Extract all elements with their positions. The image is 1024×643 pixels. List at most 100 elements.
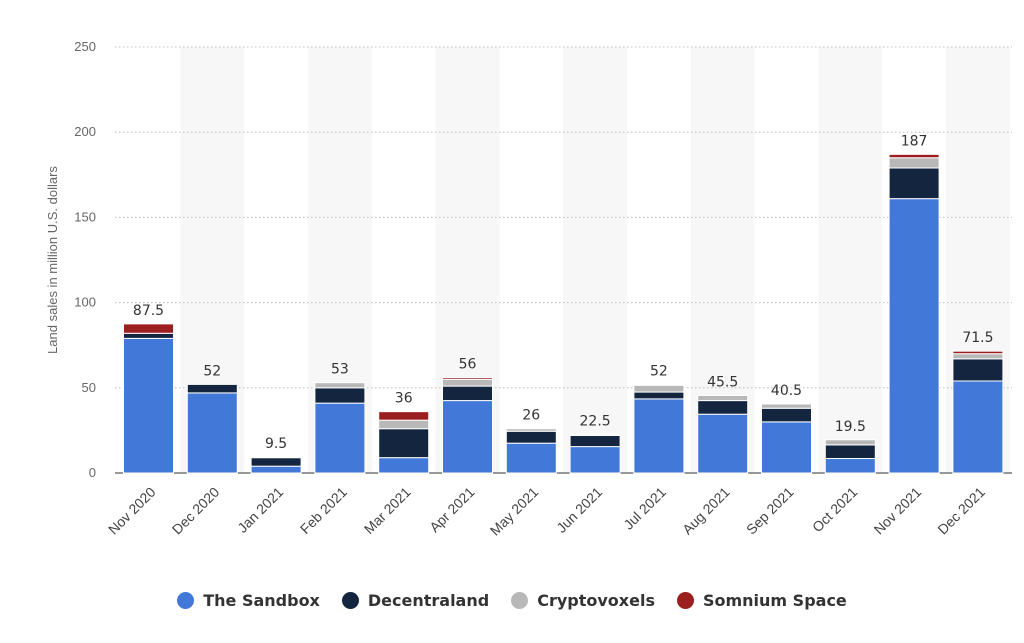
stacked-bar-chart: 0 50 100 150 200 250 87.5 52 9.5 53 36 56 26 22.5 52 4…	[45, 39, 1012, 539]
bar-segment	[314, 402, 366, 474]
bar-segment	[633, 383, 685, 386]
x-tick-label: Jun 2021	[553, 484, 605, 536]
x-tick-label: Jul 2021	[620, 484, 669, 533]
legend-item[interactable]: The Sandbox	[177, 591, 320, 610]
x-tick-label: May 2021	[487, 484, 542, 539]
bar-segment	[697, 400, 749, 415]
bar-segment	[442, 385, 493, 402]
bar-segment	[761, 421, 812, 474]
bar-segment	[442, 377, 493, 380]
x-tick-label: Dec 2021	[934, 484, 988, 538]
x-tick-label: Aug 2021	[679, 484, 733, 538]
legend-item[interactable]: Cryptovoxels	[511, 591, 655, 610]
total-label: 9.5	[265, 436, 287, 452]
total-label: 53	[331, 362, 349, 378]
bar-segment	[314, 387, 366, 404]
bar-segment	[123, 323, 174, 334]
y-axis-ticks: 0 50 100 150 200 250	[74, 39, 96, 480]
legend-item[interactable]: Somnium Space	[676, 591, 847, 610]
bar-segment	[952, 358, 1004, 382]
bar-segment	[824, 458, 876, 474]
bar-segment	[378, 419, 430, 430]
bar-segment	[888, 167, 940, 200]
total-label: 45.5	[707, 374, 738, 390]
bar-segment	[824, 444, 876, 460]
legend-label: Cryptovoxels	[537, 591, 655, 610]
bar-segment	[633, 384, 685, 393]
x-tick-label: Apr 2021	[426, 484, 478, 536]
total-label: 22.5	[580, 414, 611, 430]
y-tick-label: 0	[89, 465, 96, 480]
x-tick-label: Oct 2021	[809, 484, 861, 536]
legend-dot-icon	[676, 592, 694, 609]
total-label: 71.5	[962, 330, 993, 346]
total-labels: 87.5 52 9.5 53 36 56 26 22.5 52 45.5 40.5 19.5 187 71…	[133, 133, 994, 451]
bar-segment	[761, 403, 812, 409]
total-label: 19.5	[835, 419, 866, 435]
bar-segment	[569, 446, 621, 474]
bar-segment	[697, 413, 749, 474]
legend-label: The Sandbox	[203, 591, 320, 610]
legend-item[interactable]: Decentraland	[341, 591, 490, 610]
alternating-bands	[180, 47, 1010, 473]
total-label: 87.5	[133, 303, 164, 319]
total-label: 52	[650, 363, 668, 379]
bar-segment	[952, 350, 1004, 355]
bar-segment	[505, 428, 557, 432]
y-tick-label: 100	[74, 295, 96, 310]
y-tick-label: 250	[74, 39, 96, 54]
x-tick-label: Feb 2021	[297, 484, 350, 537]
bar-segment	[697, 394, 749, 402]
x-tick-label: Nov 2020	[105, 484, 159, 538]
bar-segment	[123, 337, 174, 474]
total-label: 40.5	[771, 383, 802, 399]
total-label: 56	[459, 357, 477, 373]
bar-segment	[123, 332, 174, 339]
bar-segment	[569, 434, 621, 437]
bar-segment	[952, 380, 1004, 474]
bar-segment	[952, 353, 1004, 360]
legend-dot-icon	[511, 592, 529, 609]
bar-segment	[505, 430, 557, 444]
legend-label: Decentraland	[367, 591, 490, 610]
bar-segment	[888, 157, 940, 169]
bar-segment	[378, 457, 430, 474]
bars	[123, 153, 1004, 474]
bar-segment	[186, 383, 238, 394]
y-tick-label: 150	[74, 209, 96, 224]
y-axis-title: Land sales in million U.S. dollars	[45, 166, 60, 354]
x-tick-label: Dec 2020	[169, 484, 223, 538]
bar-segment	[442, 400, 493, 474]
legend-dot-icon	[341, 592, 359, 609]
bar-segment	[633, 391, 685, 400]
x-tick-label: Sep 2021	[743, 484, 797, 538]
bar-segment	[186, 392, 238, 474]
total-label: 52	[203, 363, 221, 379]
bar-segment	[888, 153, 940, 159]
x-tick-label: Nov 2021	[871, 484, 925, 538]
bar-segment	[378, 428, 430, 459]
band	[563, 47, 627, 473]
band	[818, 47, 883, 473]
legend: The Sandbox Decentraland Cryptovoxels Somni…	[0, 591, 1024, 610]
bar-segment	[761, 407, 812, 423]
total-label: 187	[901, 133, 928, 149]
bar-segment	[250, 456, 302, 459]
bar-segment	[824, 439, 876, 446]
bar-segment	[888, 198, 940, 474]
x-tick-label: Mar 2021	[361, 484, 414, 537]
y-tick-label: 200	[74, 124, 96, 139]
bar-segment	[250, 465, 302, 474]
x-axis-ticks: Nov 2020 Dec 2020 Jan 2021 Feb 2021 Mar 2021…	[105, 484, 988, 539]
bar-segment	[505, 442, 557, 474]
legend-label: Somnium Space	[702, 591, 847, 610]
bar-segment	[633, 398, 685, 474]
bar-segment	[314, 382, 366, 389]
bar-segment	[569, 435, 621, 448]
y-tick-label: 50	[82, 380, 96, 395]
bar-segment	[250, 457, 302, 467]
x-tick-label: Jan 2021	[234, 484, 286, 536]
bar-segment	[378, 411, 430, 421]
legend-dot-icon	[177, 592, 195, 609]
total-label: 26	[522, 408, 540, 424]
